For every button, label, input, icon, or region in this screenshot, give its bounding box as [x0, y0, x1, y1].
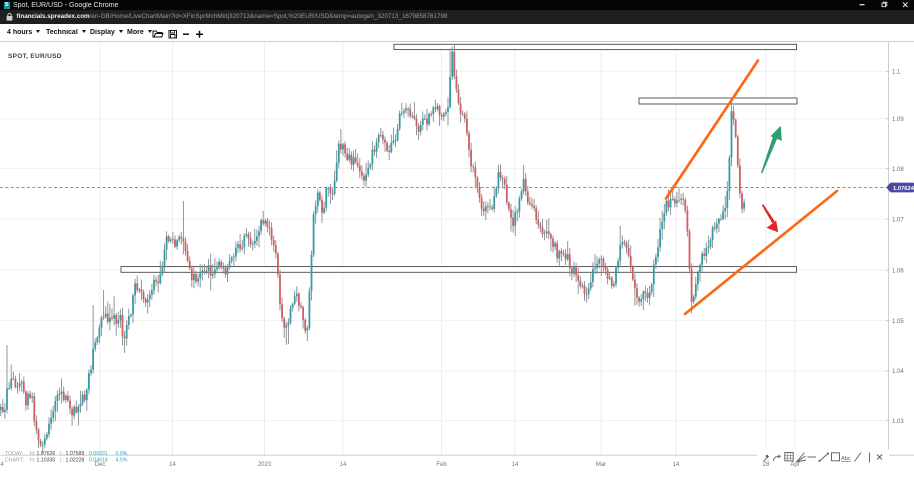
- svg-text:H:: H:: [30, 451, 35, 457]
- svg-text:14: 14: [169, 462, 176, 468]
- svg-text:4.5%: 4.5%: [116, 457, 128, 463]
- svg-text:0.00031: 0.00031: [89, 451, 108, 457]
- svg-text:1.06: 1.06: [892, 268, 904, 274]
- svg-text:1.07: 1.07: [892, 217, 904, 223]
- svg-text:Abc: Abc: [841, 456, 851, 462]
- svg-text:1.05: 1.05: [892, 319, 904, 325]
- svg-text:2023: 2023: [258, 462, 272, 468]
- svg-text:Dec: Dec: [95, 462, 106, 468]
- svg-text:0.0%: 0.0%: [116, 451, 128, 457]
- svg-text:4: 4: [0, 462, 4, 468]
- svg-text:1.04: 1.04: [892, 369, 904, 375]
- svg-text:L:: L:: [60, 457, 64, 463]
- svg-text:L:: L:: [60, 451, 64, 457]
- svg-text:1.02228: 1.02228: [66, 457, 85, 463]
- svg-text:0.04618: 0.04618: [89, 457, 108, 463]
- svg-text:H:: H:: [30, 457, 35, 463]
- svg-text:28: 28: [763, 462, 770, 468]
- svg-text:14: 14: [673, 462, 680, 468]
- svg-text:TODAY:: TODAY:: [5, 451, 24, 457]
- svg-text:1.08: 1.08: [892, 167, 904, 173]
- svg-text:14: 14: [340, 462, 347, 468]
- svg-text:1.07589: 1.07589: [66, 451, 85, 457]
- svg-text:1.03: 1.03: [892, 419, 904, 425]
- svg-text:1.07626: 1.07626: [37, 451, 56, 457]
- svg-text:1.07624: 1.07624: [893, 186, 914, 192]
- svg-text:1.09: 1.09: [892, 117, 904, 123]
- svg-text:CHART:: CHART:: [5, 457, 24, 463]
- svg-text:Mar: Mar: [596, 462, 606, 468]
- svg-text:Feb: Feb: [436, 462, 447, 468]
- svg-text:Apr: Apr: [790, 462, 799, 468]
- svg-text:1.1: 1.1: [892, 70, 901, 76]
- svg-text:14: 14: [512, 462, 519, 468]
- svg-text:SPOT, EUR/USD: SPOT, EUR/USD: [8, 53, 62, 60]
- svg-text:1.10330: 1.10330: [37, 457, 56, 463]
